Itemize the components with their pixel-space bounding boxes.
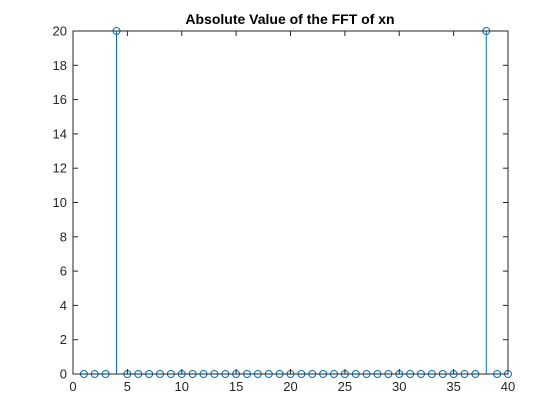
x-tick-label: 0	[69, 379, 76, 394]
x-tick-label: 30	[392, 379, 406, 394]
x-tick-label: 20	[283, 379, 297, 394]
y-tick-label: 18	[53, 58, 67, 73]
y-tick-label: 12	[53, 161, 67, 176]
x-tick-label: 25	[338, 379, 352, 394]
chart-title: Absolute Value of the FFT of xn	[185, 11, 394, 27]
y-tick-label: 8	[60, 229, 67, 244]
y-tick-label: 4	[60, 298, 67, 313]
y-tick-label: 10	[53, 195, 67, 210]
y-tick-label: 14	[53, 126, 67, 141]
x-tick-label: 15	[229, 379, 243, 394]
x-tick-label: 35	[446, 379, 460, 394]
y-tick-label: 16	[53, 92, 67, 107]
x-tick-label: 10	[175, 379, 189, 394]
y-tick-label: 2	[60, 332, 67, 347]
y-tick-label: 20	[53, 24, 67, 39]
y-tick-label: 6	[60, 264, 67, 279]
x-tick-label: 40	[501, 379, 515, 394]
y-tick-label: 0	[60, 367, 67, 382]
axes-background	[73, 31, 508, 374]
x-tick-label: 5	[124, 379, 131, 394]
